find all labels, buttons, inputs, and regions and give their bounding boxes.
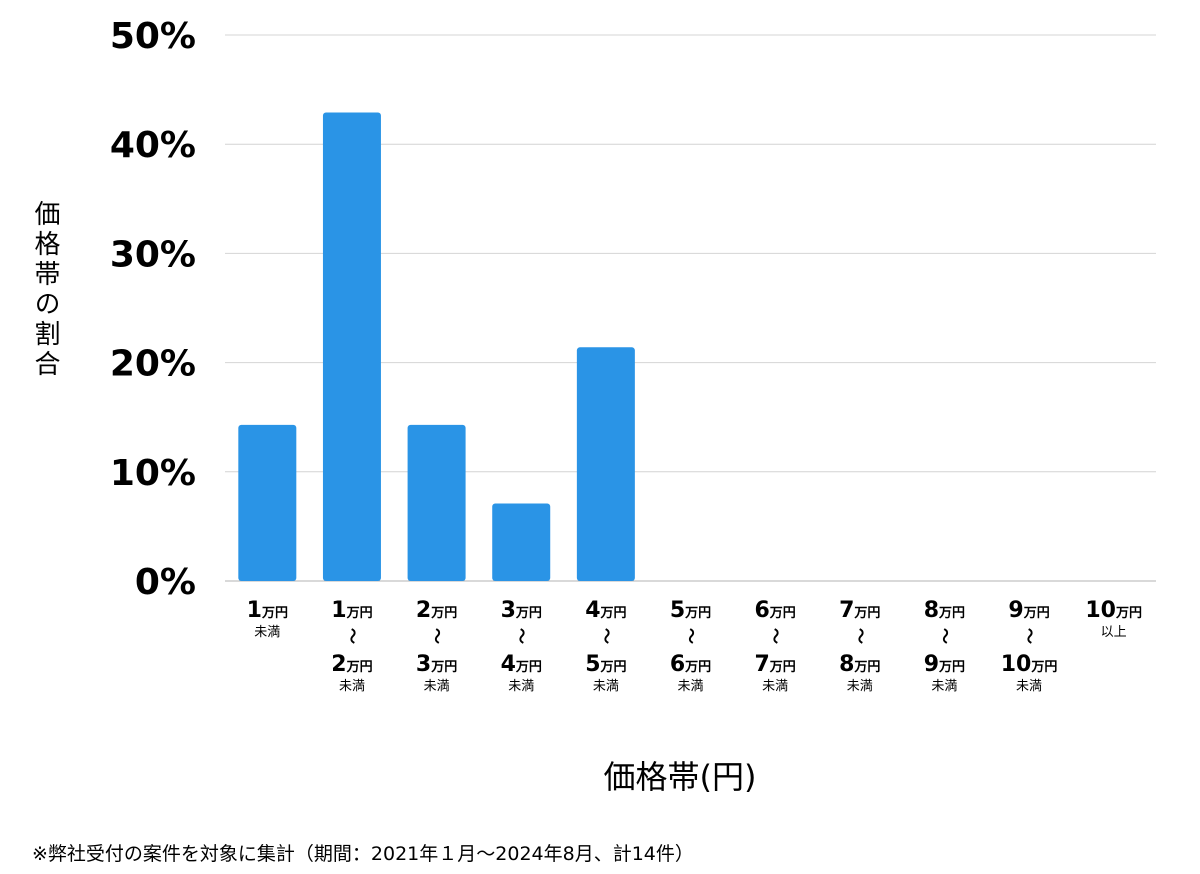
bar [576, 347, 635, 581]
x-tick-from: 10万円 [1085, 598, 1142, 623]
y-axis-label: 価格帯の割合 [30, 200, 60, 380]
x-tick-to: 5万円 [585, 652, 626, 677]
x-axis-label: 価格帯(円) [603, 758, 757, 796]
x-tick-note: 未満 [1016, 679, 1042, 694]
bar [238, 424, 297, 581]
x-tick-to: 4万円 [501, 652, 542, 677]
x-tick-tilde: 〜 [512, 628, 531, 644]
x-tick-note: 未満 [593, 679, 619, 694]
x-tick-from: 7万円 [839, 598, 880, 623]
x-tick-note: 未満 [931, 679, 957, 694]
x-tick-from: 1万円 [331, 598, 372, 623]
x-tick-to: 10万円 [1001, 652, 1058, 677]
x-tick-from: 5万円 [670, 598, 711, 623]
x-tick-to: 6万円 [670, 652, 711, 677]
bars [238, 112, 635, 582]
x-tick-note: 未満 [424, 679, 450, 694]
y-tick-label: 10% [110, 453, 196, 494]
x-tick-to: 7万円 [754, 652, 795, 677]
x-tick-tilde: 〜 [682, 628, 701, 644]
x-tick-tilde: 〜 [1020, 628, 1039, 644]
x-tick-from: 1万円 [247, 598, 288, 623]
x-tick-to: 9万円 [924, 652, 965, 677]
footnote: ※弊社受付の案件を対象に集計（期間：2021年１月～2024年8月、計14件） [32, 843, 694, 865]
x-tick-note: 未満 [508, 679, 534, 694]
x-tick-note: 未満 [847, 679, 873, 694]
x-tick-note: 未満 [254, 625, 280, 640]
bar [322, 112, 381, 582]
x-tick-note: 未満 [762, 679, 788, 694]
y-tick-label: 20% [110, 344, 196, 385]
x-tick-from: 3万円 [501, 598, 542, 623]
x-tick-to: 2万円 [331, 652, 372, 677]
x-tick-from: 4万円 [585, 598, 626, 623]
x-tick-tilde: 〜 [935, 628, 954, 644]
y-tick-label: 30% [110, 234, 196, 275]
y-tick-label: 40% [110, 125, 196, 166]
x-tick-tilde: 〜 [851, 628, 870, 644]
x-tick-note: 未満 [339, 679, 365, 694]
x-tick-tilde: 〜 [766, 628, 785, 644]
bar [407, 424, 466, 581]
x-tick-from: 8万円 [924, 598, 965, 623]
x-tick-note: 未満 [677, 679, 703, 694]
y-tick-label: 50% [110, 16, 196, 57]
x-tick-tilde: 〜 [428, 628, 447, 644]
bar [492, 503, 551, 581]
y-axis-ticks: 0% 10% 20% 30% 40% 50% [110, 16, 196, 603]
x-axis-ticks: 1万円未満1万円〜2万円未満2万円〜3万円未満3万円〜4万円未満4万円〜5万円未… [247, 598, 1142, 694]
x-tick-from: 9万円 [1008, 598, 1049, 623]
x-tick-tilde: 〜 [343, 628, 362, 644]
x-tick-to: 8万円 [839, 652, 880, 677]
x-tick-to: 3万円 [416, 652, 457, 677]
x-tick-note: 以上 [1101, 625, 1127, 640]
x-tick-from: 6万円 [754, 598, 795, 623]
x-tick-tilde: 〜 [597, 628, 616, 644]
x-tick-from: 2万円 [416, 598, 457, 623]
y-tick-label: 0% [135, 562, 196, 603]
